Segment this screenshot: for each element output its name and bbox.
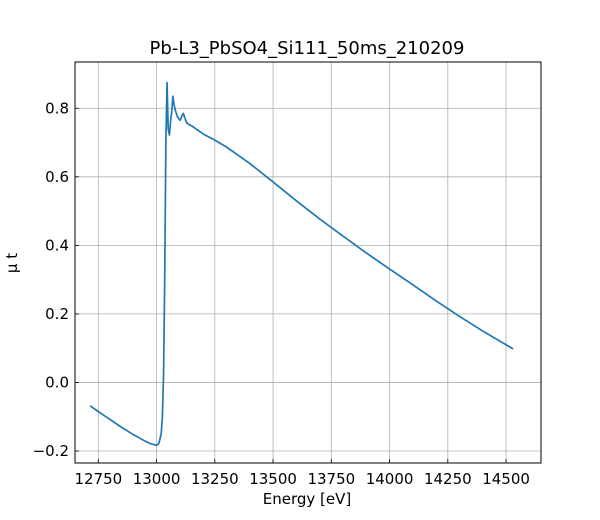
y-tick-label: −0.2	[33, 442, 69, 460]
chart-title: Pb-L3_PbSO4_Si111_50ms_210209	[150, 38, 465, 59]
x-axis-title: Energy [eV]	[263, 490, 351, 508]
x-tick-label: 13000	[133, 470, 181, 488]
y-tick-label: 0.2	[45, 305, 69, 323]
grid	[75, 62, 541, 463]
y-tick-label: 0.4	[45, 236, 69, 254]
x-tick-label: 13500	[249, 470, 297, 488]
y-tick-label: 0.6	[45, 168, 69, 186]
y-tick-label: 0.0	[45, 373, 69, 391]
x-tick-label: 13750	[307, 470, 355, 488]
plot-frame	[74, 61, 542, 464]
series-line	[89, 81, 514, 447]
x-tick-label: 12750	[74, 470, 122, 488]
x-tick-label: 14250	[424, 470, 472, 488]
x-tick-label: 13250	[191, 470, 239, 488]
y-axis-title: μ t	[3, 253, 21, 273]
ticks: 12750 13000 13250 13500 13750 14000 14250 14500…	[33, 99, 530, 488]
x-tick-label: 14000	[366, 470, 414, 488]
y-tick-label: 0.8	[45, 99, 69, 117]
x-tick-label: 14500	[482, 470, 530, 488]
